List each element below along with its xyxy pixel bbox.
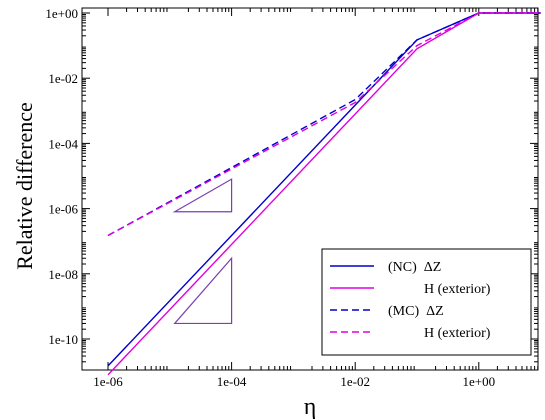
series-layer [107, 12, 541, 376]
series-line-4 [107, 12, 541, 237]
y-tick-label: 1e-02 [48, 71, 78, 86]
slope-triangle-1 [172, 178, 233, 213]
slope-triangle-2 [173, 256, 233, 325]
y-axis-title: Relative difference [12, 102, 37, 270]
slope-triangles [172, 178, 233, 325]
x-tick-label: 1e-06 [93, 374, 123, 389]
legend-label-1: (NC) ΔZ [388, 260, 441, 275]
y-tick-label: 1e-08 [48, 267, 78, 282]
legend: (NC) ΔZ H (exterior) (MC) ΔZ H (exterior) [321, 248, 532, 356]
legend-label-4: H (exterior) [424, 326, 491, 341]
y-tick-label: 1e-10 [48, 332, 78, 347]
legend-label-3: (MC) ΔZ [388, 304, 444, 319]
y-tick-label: 1e-06 [48, 202, 78, 217]
major-ticks: 1e-06 1e-04 1e-02 1e+00 1e-10 1e-08 1e-06 1e-04… [45, 6, 538, 389]
x-tick-label: 1e-04 [217, 374, 247, 389]
x-tick-label: 1e+00 [462, 374, 495, 389]
y-tick-label: 1e-04 [48, 136, 78, 151]
x-axis-title: η [304, 394, 317, 420]
minor-ticks [82, 8, 539, 370]
legend-label-2: H (exterior) [424, 282, 491, 297]
y-tick-label: 1e+00 [45, 6, 78, 21]
series-line-3 [107, 12, 541, 237]
x-tick-label: 1e-02 [340, 374, 370, 389]
